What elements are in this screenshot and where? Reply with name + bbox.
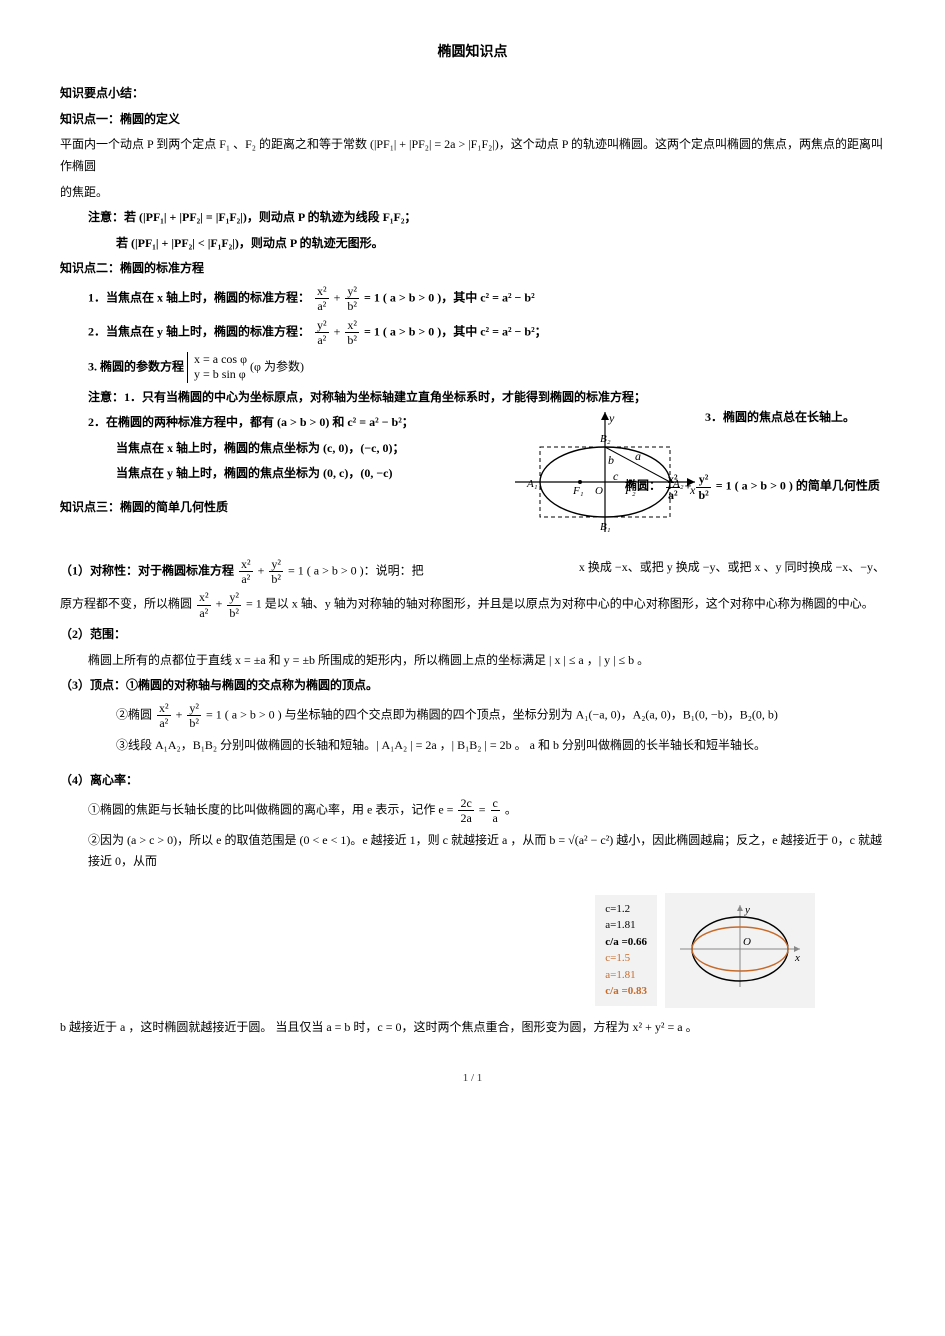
s2-p2-tail: = 1 ( a > b > 0 )，其中 c² = a² − b²； xyxy=(364,324,547,338)
page-title: 椭圆知识点 xyxy=(60,40,885,65)
s2-note3: 3．椭圆的焦点总在长轴上。 xyxy=(705,407,855,429)
svg-text:y: y xyxy=(608,411,615,425)
svg-text:A₁: A₁ xyxy=(526,478,538,490)
section1-heading: 知识点一：椭圆的定义 xyxy=(60,109,885,131)
s3-p4-head: （4）离心率： xyxy=(60,770,885,792)
s3-p1-below: 原方程都不变，所以椭圆 x²a² + y²b² = 1 是以 x 轴、y 轴为对… xyxy=(60,590,885,620)
param-line1: x = a cos φ xyxy=(194,352,247,366)
section2-p1: 1．当焦点在 x 轴上时，椭圆的标准方程： x²a² + y²b² = 1 ( … xyxy=(60,284,885,314)
fig2-c2: c=1.5 xyxy=(605,950,647,967)
s2-p2-lead: 2．当焦点在 y 轴上时，椭圆的标准方程： xyxy=(88,324,310,338)
section2-p2: 2．当焦点在 y 轴上时，椭圆的标准方程： y²a² + x²b² = 1 ( … xyxy=(60,318,885,348)
frac-x2b2: x²b² xyxy=(345,318,359,348)
s3-p3-2: ②椭圆 x²a² + y²b² = 1 ( a > b > 0 ) 与坐标轴的四… xyxy=(60,701,885,731)
s2-p3-lead: 3. 椭圆的参数方程 xyxy=(88,359,184,373)
frac-y2a2: y²a² xyxy=(315,318,329,348)
figure-eccentricity: c=1.2 a=1.81 c/a =0.66 c=1.5 a=1.81 c/a … xyxy=(595,893,815,1008)
s2-p1-tail: = 1 ( a > b > 0 )，其中 c² = a² − b² xyxy=(364,291,535,305)
s2-p1-lead: 1．当焦点在 x 轴上时，椭圆的标准方程： xyxy=(88,291,310,305)
svg-text:a: a xyxy=(635,449,641,463)
s2-p3-tail: (φ 为参数) xyxy=(250,359,304,373)
svg-text:F₁: F₁ xyxy=(572,485,584,497)
plus: + xyxy=(334,324,344,338)
summary-heading: 知识要点小结： xyxy=(60,83,885,105)
s3-p3-head: （3）顶点：①椭圆的对称轴与椭圆的交点称为椭圆的顶点。 xyxy=(60,675,885,697)
svg-text:O: O xyxy=(743,936,751,948)
s3-p3-3: ③线段 A₁A₂，B₁B₂ 分别叫做椭圆的长轴和短轴。| A₁A₂ | = 2a… xyxy=(60,735,885,757)
s2-note1: 注意：1．只有当椭圆的中心为坐标原点，对称轴为坐标轴建立直角坐标系时，才能得到椭… xyxy=(60,387,885,409)
s3-p4-1: ①椭圆的焦距与长轴长度的比叫做椭圆的离心率，用 e 表示，记作 e = 2c2a… xyxy=(60,796,885,826)
svg-text:y: y xyxy=(744,904,750,916)
page-footer: 1 / 1 xyxy=(60,1069,885,1089)
s3-right-eq: 椭圆： x²a² + y²b² = 1 ( a > b > 0 ) 的简单几何性… xyxy=(625,472,885,502)
section1-note-a: 注意：若 (|PF₁| + |PF₂| = |F₁F₂|)，则动点 P 的轨迹为… xyxy=(60,207,885,229)
svg-text:b: b xyxy=(608,453,614,467)
param-line2: y = b sin φ xyxy=(194,367,246,381)
fig2-r1: c/a =0.66 xyxy=(605,934,647,951)
section2-heading: 知识点二：椭圆的标准方程 xyxy=(60,258,885,280)
s3-p1-tail: = 1 ( a > b > 0 )：说明：把 xyxy=(288,563,424,577)
fig2-a2: a=1.81 xyxy=(605,967,647,984)
fig2-r2: c/a =0.83 xyxy=(605,983,647,1000)
s3-p4-2: ②因为 (a > c > 0)，所以 e 的取值范围是 (0 < e < 1)。… xyxy=(60,830,885,873)
section2-p3: 3. 椭圆的参数方程 x = a cos φ y = b sin φ (φ 为参… xyxy=(60,352,885,383)
section1-note-b: 若 (|PF₁| + |PF₂| < |F₁F₂|)，则动点 P 的轨迹无图形。 xyxy=(60,233,885,255)
s3-p2-text: 椭圆上所有的点都位于直线 x = ±a 和 y = ±b 所围成的矩形内，所以椭… xyxy=(60,650,885,672)
s3-p1-lead: （1）对称性：对于椭圆标准方程 xyxy=(60,563,234,577)
frac-y2b2: y²b² xyxy=(345,284,359,314)
s3-p2-head: （2）范围： xyxy=(60,624,885,646)
s3-p1: （1）对称性：对于椭圆标准方程 x²a² + y²b² = 1 ( a > b … xyxy=(60,557,885,587)
plus: + xyxy=(334,291,344,305)
s3-p4-3: b 越接近于 a ，这时椭圆就越接近于圆。 当且仅当 a = b 时，c = 0… xyxy=(60,1017,885,1039)
param-brace: x = a cos φ y = b sin φ xyxy=(187,352,247,383)
section1-text-b: 的焦距。 xyxy=(60,182,885,204)
svg-text:O: O xyxy=(595,485,603,497)
svg-text:x: x xyxy=(794,952,800,964)
section1-text-a: 平面内一个动点 P 到两个定点 F₁ 、F₂ 的距离之和等于常数 (|PF₁| … xyxy=(60,134,885,177)
s2-note2a: 当焦点在 x 轴上时，椭圆的焦点坐标为 (c, 0)，(−c, 0)； xyxy=(60,438,885,460)
svg-text:B₂: B₂ xyxy=(600,433,611,445)
svg-text:B₁: B₁ xyxy=(600,521,611,533)
fig2-a1: a=1.81 xyxy=(605,917,647,934)
s3-p1-right: x 换成 −x、或把 y 换成 −y、或把 x 、y 同时换成 −x、−y、 xyxy=(579,557,885,579)
fig2-c1: c=1.2 xyxy=(605,901,647,918)
frac-x2a2: x²a² xyxy=(315,284,329,314)
svg-text:c: c xyxy=(613,469,619,483)
